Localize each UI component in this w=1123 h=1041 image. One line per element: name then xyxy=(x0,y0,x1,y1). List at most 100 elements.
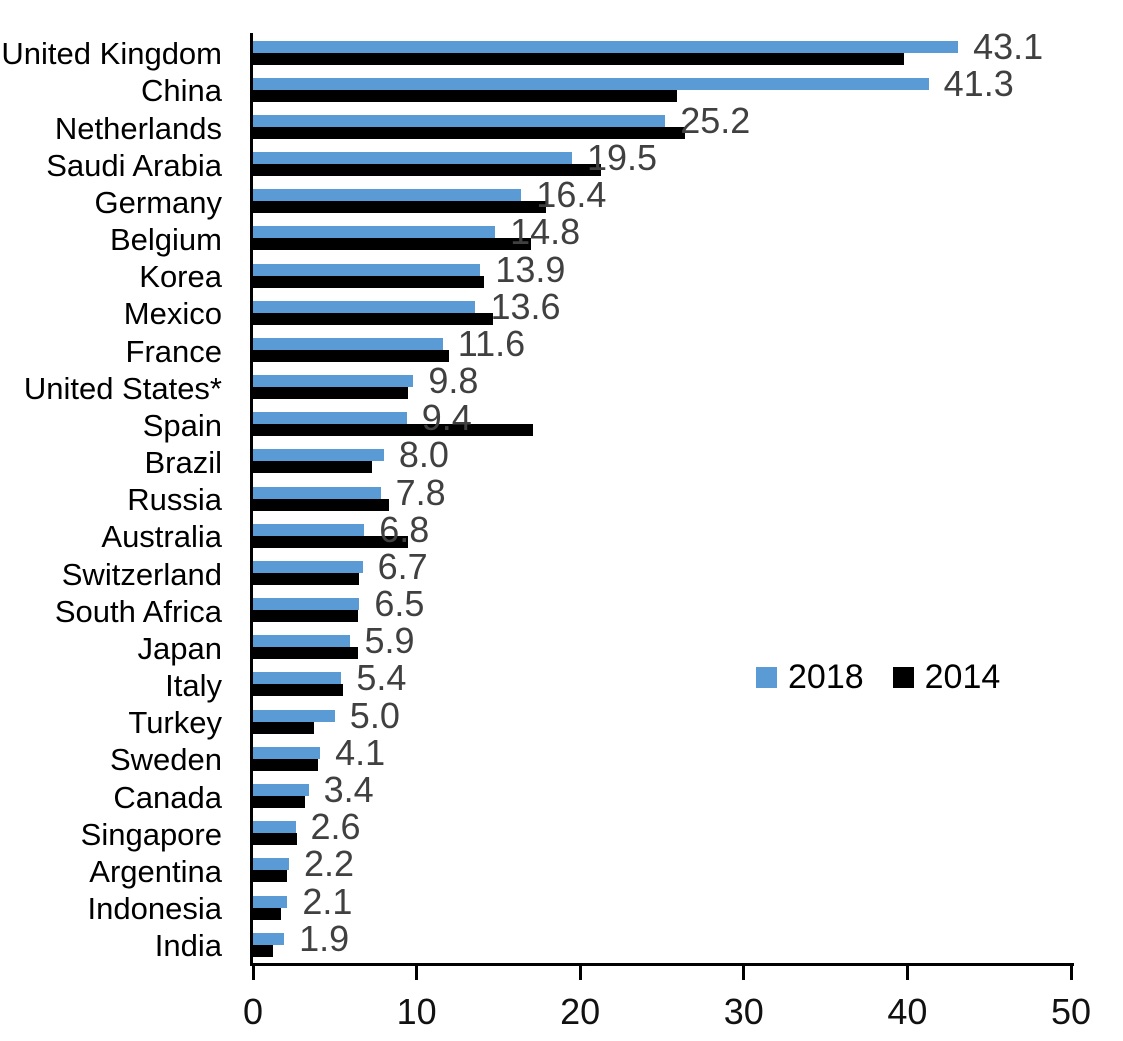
value-label: 8.0 xyxy=(398,434,449,476)
value-label: 16.4 xyxy=(536,174,607,216)
bar-2014 xyxy=(253,684,343,697)
x-tick-label: 10 xyxy=(396,991,437,1032)
bar-2014 xyxy=(253,647,358,660)
bar-2014 xyxy=(253,833,298,846)
bar-2018 xyxy=(253,337,443,350)
bar-2018 xyxy=(253,560,363,573)
category-label: China xyxy=(141,73,222,109)
bar-2018 xyxy=(253,77,929,90)
category-label: Canada xyxy=(113,779,222,815)
x-tick-label: 20 xyxy=(560,991,601,1032)
bar-2014 xyxy=(253,312,494,325)
bar-2018 xyxy=(253,189,522,202)
category-label: Japan xyxy=(137,630,222,666)
x-tick-label: 50 xyxy=(1050,991,1092,1032)
bar-2018 xyxy=(253,300,476,313)
value-label: 6.5 xyxy=(374,583,425,625)
category-label: India xyxy=(154,928,222,964)
bar-2014 xyxy=(253,721,314,734)
bar-2014 xyxy=(253,944,273,957)
value-label: 9.4 xyxy=(421,397,472,439)
value-label: 2.2 xyxy=(303,843,355,885)
bar-2018 xyxy=(253,375,414,388)
category-label: Brazil xyxy=(144,445,222,481)
value-label: 9.8 xyxy=(428,360,479,402)
bar-2014 xyxy=(253,498,389,511)
bar-2014 xyxy=(253,164,602,177)
value-label: 14.8 xyxy=(510,211,581,253)
category-label: Netherlands xyxy=(54,110,222,146)
category-label: Sweden xyxy=(109,742,222,778)
bar-2018 xyxy=(253,635,350,648)
bar-2018 xyxy=(253,598,360,611)
bar-2014 xyxy=(253,52,905,65)
value-label: 11.6 xyxy=(457,322,526,364)
bar-2018 xyxy=(253,932,285,945)
x-tick-label: 0 xyxy=(242,991,264,1032)
bar-2018 xyxy=(253,152,573,165)
legend-item-2018: 2018 xyxy=(756,658,864,697)
bar-2014 xyxy=(253,89,677,102)
category-label: Saudi Arabia xyxy=(46,147,222,183)
bar-2014 xyxy=(253,535,409,548)
bar-2014 xyxy=(253,201,546,214)
bar-2018 xyxy=(253,523,365,536)
value-label: 13.9 xyxy=(495,248,566,290)
category-label: Russia xyxy=(127,482,222,518)
legend: 2018 2014 xyxy=(756,658,1000,697)
bar-2018 xyxy=(253,486,381,499)
value-label: 25.2 xyxy=(680,99,751,141)
bar-2014 xyxy=(253,126,685,139)
value-label: 3.4 xyxy=(323,769,374,810)
bar-2018 xyxy=(253,226,496,239)
category-label: Argentina xyxy=(89,853,222,889)
category-label: South Africa xyxy=(54,593,222,629)
category-label: Switzerland xyxy=(61,556,222,592)
x-tick xyxy=(905,966,909,980)
bar-2018 xyxy=(253,40,959,53)
category-label: Indonesia xyxy=(87,891,222,927)
x-tick xyxy=(742,966,746,980)
value-label: 6.8 xyxy=(379,508,430,550)
bar-2018 xyxy=(253,672,342,685)
category-label: United States* xyxy=(23,370,222,406)
bar-2018 xyxy=(253,263,481,276)
bar-2018 xyxy=(253,895,288,908)
bar-2014 xyxy=(253,758,319,771)
x-tick xyxy=(1069,966,1073,980)
category-label: Spain xyxy=(142,407,222,443)
x-tick-label: 30 xyxy=(723,991,764,1032)
bar-2014 xyxy=(253,424,533,437)
value-label: 2.1 xyxy=(302,880,353,922)
category-label: Australia xyxy=(101,519,222,555)
x-axis-line xyxy=(250,963,1074,966)
category-label: Mexico xyxy=(123,296,222,332)
value-label: 4.1 xyxy=(335,731,386,773)
bar-2018 xyxy=(253,709,335,722)
bar-2014 xyxy=(253,387,409,400)
value-label: 13.6 xyxy=(490,285,561,327)
category-label: United Kingdom xyxy=(1,36,222,72)
x-tick xyxy=(251,966,255,980)
category-label: Turkey xyxy=(128,705,222,741)
value-label: 2.6 xyxy=(310,806,361,848)
value-label: 1.9 xyxy=(299,917,350,959)
category-label: Singapore xyxy=(80,816,222,852)
legend-label-2014: 2014 xyxy=(924,658,1001,696)
legend-swatch-2018 xyxy=(756,667,777,688)
bar-2014 xyxy=(253,572,360,585)
bar-2014 xyxy=(253,907,281,920)
value-label: 43.1 xyxy=(973,25,1044,67)
bar-2014 xyxy=(253,461,373,474)
value-label: 19.5 xyxy=(587,137,658,179)
bar-2018 xyxy=(253,412,407,425)
bar-2014 xyxy=(253,796,306,808)
bar-2018 xyxy=(253,784,309,796)
bar-2018 xyxy=(253,858,289,871)
legend-item-2014: 2014 xyxy=(892,658,1001,697)
value-label: 5.4 xyxy=(356,657,407,699)
bar-2014 xyxy=(253,610,358,623)
legend-swatch-2014 xyxy=(892,667,914,688)
value-label: 41.3 xyxy=(943,62,1014,104)
